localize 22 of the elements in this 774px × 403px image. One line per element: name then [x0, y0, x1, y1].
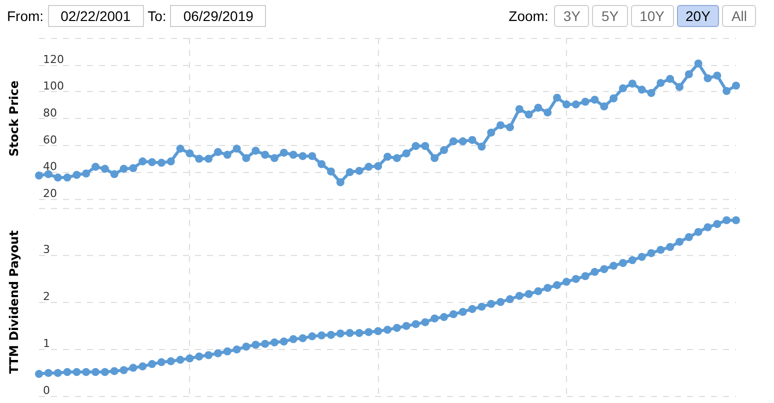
y-tick-label: 0	[43, 384, 50, 397]
y-tick-label: 100	[43, 80, 64, 93]
y-tick-label: 60	[43, 133, 57, 146]
zoom-button: 20Y	[676, 5, 720, 27]
text: From:	[7, 8, 44, 24]
y-axis-title: TTM Dividend Payout	[7, 230, 21, 374]
text: To:	[148, 8, 166, 24]
y-tick-label: 120	[43, 52, 64, 66]
y-tick-label: 20	[43, 187, 57, 200]
y-axis-title: Stock Price	[7, 80, 21, 156]
zoom-button: 3Y	[554, 5, 590, 27]
zoom-button: 10Y	[630, 5, 674, 27]
y-tick-label: 1	[43, 337, 50, 350]
zoom-button: 5Y	[592, 5, 628, 27]
date-field: 02/22/2001	[48, 5, 144, 27]
y-tick-label: 80	[43, 106, 57, 120]
zoom-button: All	[722, 5, 756, 27]
date-field: 06/29/2019	[170, 5, 266, 27]
y-tick-label: 3	[43, 243, 50, 256]
text: Zoom:	[508, 8, 548, 24]
y-tick-label: 40	[43, 160, 57, 174]
y-tick-label: 2	[43, 290, 50, 303]
